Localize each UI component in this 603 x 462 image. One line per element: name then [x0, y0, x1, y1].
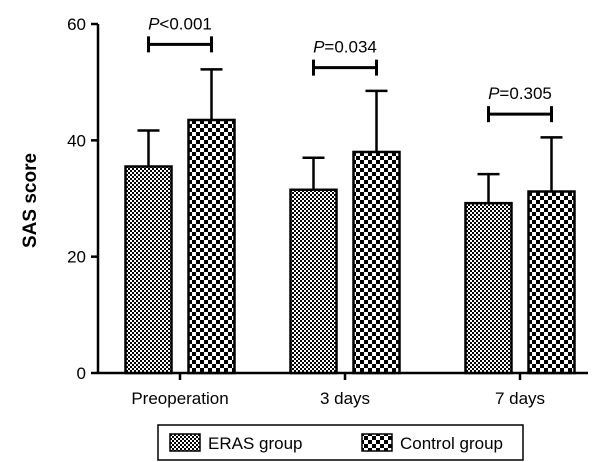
p-value-label: P=0.034 — [313, 38, 377, 57]
p-value-label: P<0.001 — [148, 14, 212, 33]
x-tick-label: 3 days — [320, 389, 370, 408]
p-value-text: <0.001 — [159, 14, 211, 33]
bar-eras-2 — [464, 201, 513, 375]
legend-swatch-control — [361, 433, 393, 452]
p-value-text: =0.034 — [324, 38, 376, 57]
legend-label-eras: ERAS group — [208, 434, 303, 453]
y-tick-label: 40 — [67, 131, 86, 150]
p-value-text: =0.305 — [499, 84, 551, 103]
y-axis-title: SAS score — [20, 153, 41, 248]
bar-control-2 — [527, 190, 576, 375]
y-tick-label: 60 — [67, 15, 86, 34]
p-value-prefix: P — [148, 14, 160, 33]
legend-box — [157, 424, 524, 461]
y-tick-label: 20 — [67, 248, 86, 267]
x-tick-label: Preoperation — [131, 389, 228, 408]
p-value-prefix: P — [488, 84, 500, 103]
bar-eras-0 — [124, 165, 173, 375]
p-value-label: P=0.305 — [488, 84, 552, 103]
legend: ERAS group Control group — [157, 424, 524, 461]
y-tick-label: 0 — [77, 364, 86, 383]
legend-swatch-eras — [169, 433, 201, 452]
bar-eras-1 — [289, 188, 338, 375]
axes: 0 20 40 60 Preoperation 3 days 7 days SAS score — [20, 15, 588, 408]
legend-label-control: Control group — [400, 434, 503, 453]
error-bars — [137, 68, 563, 204]
bar-control-0 — [187, 118, 236, 375]
x-tick-label: 7 days — [495, 389, 545, 408]
p-value-prefix: P — [313, 38, 325, 57]
bar-control-1 — [352, 150, 401, 375]
bars — [124, 118, 576, 375]
